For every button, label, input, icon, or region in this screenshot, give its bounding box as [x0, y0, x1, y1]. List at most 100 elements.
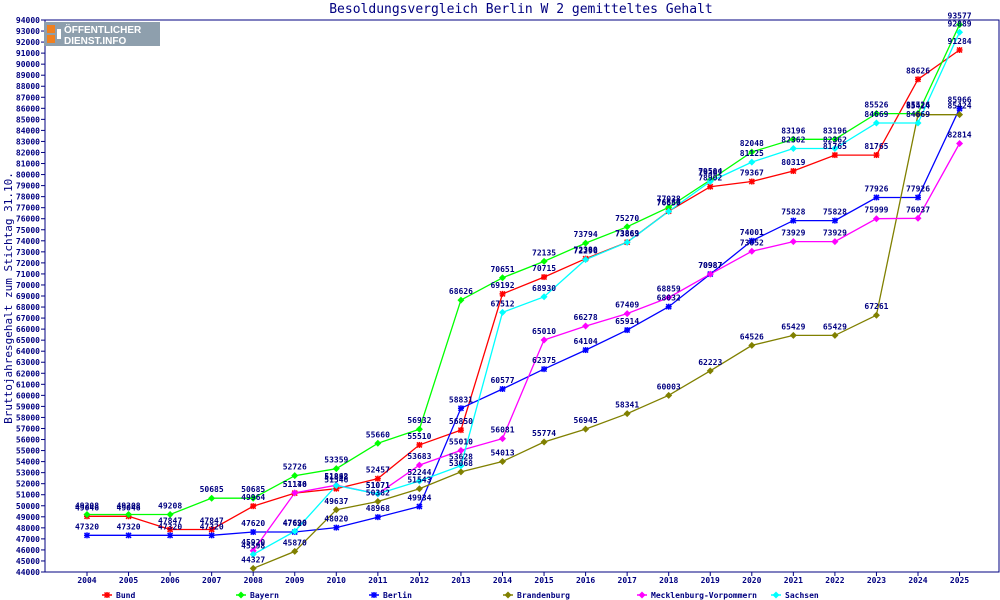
data-point: [374, 490, 382, 498]
data-label: 75828: [823, 208, 847, 217]
data-point: [748, 158, 756, 166]
data-point: [249, 494, 257, 502]
y-tick-label: 78000: [16, 193, 40, 202]
data-label: 64526: [740, 332, 764, 341]
data-label: 65429: [781, 322, 805, 331]
data-label: 56850: [449, 417, 473, 426]
data-label: 47690: [283, 518, 307, 527]
data-point: [540, 438, 548, 446]
y-tick-label: 71000: [16, 270, 40, 279]
y-tick-label: 60000: [16, 391, 40, 400]
data-label: 47847: [158, 517, 182, 526]
data-label: 51862: [324, 472, 348, 481]
data-point: [789, 135, 797, 143]
x-tick-label: 2007: [202, 576, 221, 585]
data-label: 56081: [490, 426, 514, 435]
y-tick-label: 72000: [16, 259, 40, 268]
data-label: 70715: [532, 264, 556, 273]
data-point: [208, 526, 215, 533]
x-tick-label: 2015: [534, 576, 553, 585]
data-label: 47620: [241, 519, 265, 528]
data-label: 65914: [615, 317, 639, 326]
data-point: [457, 427, 464, 434]
legend-entry: Berlin: [383, 590, 412, 600]
data-label: 73869: [615, 229, 639, 238]
data-label: 79367: [740, 169, 764, 178]
data-point: [499, 290, 506, 297]
data-label: 83196: [781, 126, 805, 135]
y-tick-label: 63000: [16, 358, 40, 367]
data-label: 51146: [283, 480, 307, 489]
data-label: 60003: [657, 382, 681, 391]
data-label: 47847: [200, 517, 224, 526]
y-tick-label: 87000: [16, 93, 40, 102]
data-label: 84669: [906, 110, 930, 119]
data-label: 67261: [864, 302, 888, 311]
data-label: 77038: [657, 194, 681, 203]
data-point: [291, 547, 299, 555]
data-label: 76680: [657, 198, 681, 207]
data-point: [332, 481, 340, 489]
y-tick-label: 80000: [16, 171, 40, 180]
data-label: 50685: [200, 485, 224, 494]
data-point: [374, 475, 381, 482]
data-label: 52726: [283, 463, 307, 472]
data-point: [623, 410, 631, 418]
series-line-berlin: [87, 108, 961, 536]
data-label: 85526: [864, 101, 888, 110]
data-label: 76037: [906, 205, 930, 214]
y-tick-label: 50000: [16, 502, 40, 511]
data-point: [374, 439, 382, 447]
data-point: [706, 270, 714, 278]
data-label: 73929: [781, 229, 805, 238]
x-axis-ticks: 2004 2005 2006 2007 2008 2009 2010 2011 2012 2013…: [77, 572, 969, 585]
y-tick-label: 93000: [16, 27, 40, 36]
data-label: 75270: [615, 214, 639, 223]
y-tick-label: 73000: [16, 248, 40, 257]
logo-line2: DIENST.INFO: [64, 36, 126, 46]
x-tick-label: 2009: [285, 576, 304, 585]
y-tick-label: 68000: [16, 303, 40, 312]
data-label: 79367: [698, 169, 722, 178]
y-tick-label: 86000: [16, 104, 40, 113]
y-tick-label: 49000: [16, 513, 40, 522]
y-tick-label: 90000: [16, 60, 40, 69]
data-point: [249, 547, 257, 555]
data-label: 49637: [324, 497, 348, 506]
logo-line1: ÖFFENTLICHER: [64, 23, 142, 36]
data-label: 67409: [615, 301, 639, 310]
data-label: 85966: [948, 96, 972, 105]
data-point: [914, 119, 922, 127]
y-tick-label: 83000: [16, 137, 40, 146]
data-label: 65429: [823, 322, 847, 331]
data-point: [208, 494, 216, 502]
data-point: [83, 532, 91, 539]
data-label: 81765: [864, 142, 888, 151]
data-point: [499, 385, 506, 393]
data-label: 50685: [241, 485, 265, 494]
data-label: 47320: [158, 522, 182, 531]
data-point: [872, 110, 880, 118]
data-point: [748, 178, 755, 185]
data-point: [914, 194, 922, 201]
data-point: [872, 215, 880, 223]
legend-entry: Sachsen: [785, 591, 819, 600]
y-tick-label: 77000: [16, 204, 40, 213]
data-point: [167, 526, 174, 533]
series-line-bayern: [87, 24, 961, 516]
legend-entry: Brandenburg: [517, 591, 570, 600]
x-tick-label: 2021: [784, 576, 803, 585]
data-label: 47320: [117, 522, 141, 531]
data-point: [706, 178, 714, 186]
data-point: [457, 296, 465, 304]
data-point: [540, 336, 548, 344]
y-tick-label: 56000: [16, 436, 40, 445]
y-tick-label: 94000: [16, 16, 40, 25]
data-point: [457, 446, 465, 454]
data-point: [167, 532, 174, 539]
data-label: 72380: [574, 246, 598, 255]
data-label: 75828: [781, 208, 805, 217]
data-label: 45598: [241, 541, 265, 550]
data-point: [237, 591, 245, 599]
